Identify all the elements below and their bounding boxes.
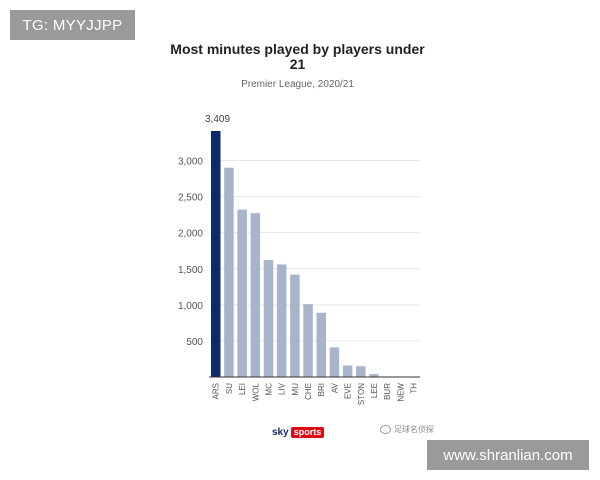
logo-sky-text: sky xyxy=(272,426,289,438)
bar-su xyxy=(224,167,234,377)
data-label: 3,409 xyxy=(205,114,230,125)
bar-mu xyxy=(290,274,300,377)
bar-che xyxy=(303,304,313,377)
bars xyxy=(211,131,379,377)
y-tick-label: 1,500 xyxy=(178,265,203,276)
x-tick-label: LEI xyxy=(238,383,247,395)
y-tick-label: 2,500 xyxy=(178,193,203,204)
x-tick-label: AV xyxy=(330,382,339,393)
y-tick-label: 3,000 xyxy=(178,157,203,168)
wechat-icon xyxy=(380,425,391,434)
y-tick-label: 1,000 xyxy=(178,301,203,312)
bar-lee xyxy=(369,374,379,377)
y-tick-label: 500 xyxy=(186,337,203,348)
x-tick-label: EVE xyxy=(344,383,353,399)
bar-ston xyxy=(356,366,366,377)
x-tick-label: NEW xyxy=(396,383,405,402)
x-tick-label: MC xyxy=(264,383,273,396)
x-tick-label: STON xyxy=(357,383,366,405)
x-tick-label: BUR xyxy=(383,383,392,400)
bar-ars xyxy=(211,131,221,377)
chart-subtitle: Premier League, 2020/21 xyxy=(241,79,354,90)
watermark-top-left: TG: MYYJJPP xyxy=(10,10,135,40)
bar-wol xyxy=(250,213,261,377)
chart-title: Most minutes played by players under 21 xyxy=(170,41,425,72)
x-axis-ticks: ARS SU LEI WOL MC LIV MU CHE BRI AV EVE STON LEE BUR N… xyxy=(212,382,419,405)
x-tick-label: LIV xyxy=(278,382,287,395)
bar-bri xyxy=(316,312,326,377)
logo-sports-text: sports xyxy=(290,426,325,438)
x-tick-label: ARS xyxy=(212,383,221,399)
x-tick-label: TH xyxy=(410,383,419,394)
bar-lei xyxy=(237,209,247,377)
sky-sports-logo: sky sports xyxy=(272,426,325,438)
data-labels: 3,409 xyxy=(205,114,230,125)
bar-liv xyxy=(276,264,287,377)
y-tick-label: 2,000 xyxy=(178,229,203,240)
wechat-credit: 足球名侦探 xyxy=(380,424,434,435)
x-tick-label: BRI xyxy=(317,383,326,396)
bar-av xyxy=(329,347,340,377)
bar-eve xyxy=(342,365,353,377)
x-tick-label: CHE xyxy=(304,383,313,400)
watermark-bottom-right: www.shranlian.com xyxy=(427,440,589,470)
credit-text: 足球名侦探 xyxy=(394,425,434,434)
x-tick-label: WOL xyxy=(251,382,260,401)
x-tick-label: SU xyxy=(225,383,234,394)
bar-mc xyxy=(263,260,274,377)
x-tick-label: MU xyxy=(291,383,300,396)
x-tick-label: LEE xyxy=(370,383,379,398)
y-axis-ticks: 500 1,000 1,500 2,000 2,500 3,000 xyxy=(178,157,203,348)
